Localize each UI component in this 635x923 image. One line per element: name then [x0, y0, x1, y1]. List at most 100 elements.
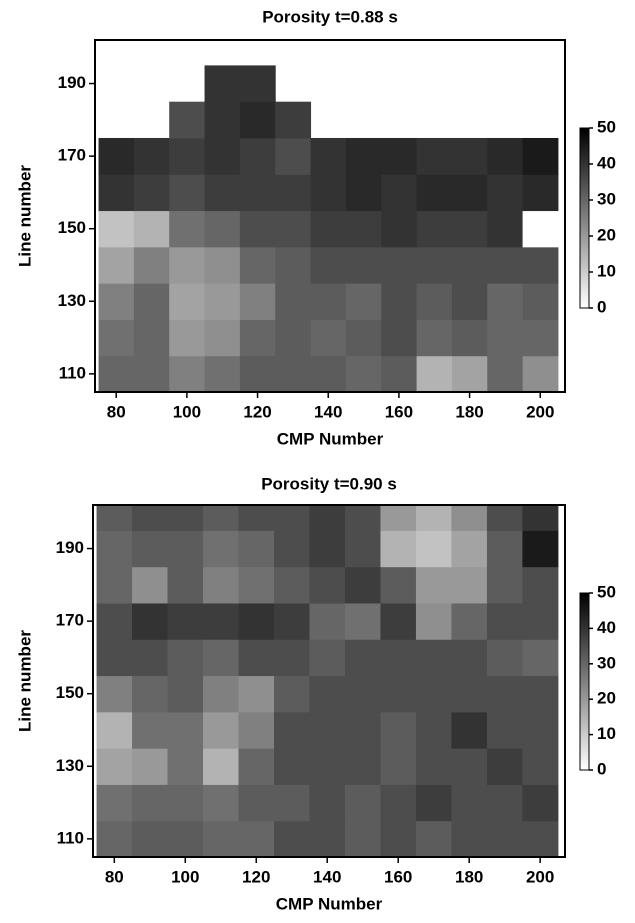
- heatmap-cell: [486, 505, 523, 531]
- heatmap-cell: [309, 602, 346, 640]
- heatmap-cell: [204, 101, 241, 139]
- heatmap-cell: [451, 820, 488, 857]
- heatmap-cell: [344, 820, 381, 857]
- x-tick-label: 120: [242, 867, 270, 886]
- heatmap-cell: [273, 784, 310, 822]
- heatmap-cell: [132, 784, 169, 822]
- heatmap-cell: [522, 283, 559, 320]
- heatmap-cell: [238, 505, 275, 531]
- heatmap-cell: [167, 711, 204, 749]
- heatmap-cell: [344, 784, 381, 822]
- x-tick-label: 140: [314, 402, 342, 421]
- heatmap-cell: [98, 246, 135, 284]
- heatmap-cell: [522, 748, 559, 785]
- heatmap-cell: [133, 283, 170, 320]
- heatmap-cell: [522, 530, 559, 568]
- heatmap-cell: [169, 137, 206, 175]
- heatmap-cell: [522, 355, 559, 392]
- heatmap-cell: [416, 137, 453, 175]
- heatmap-cell: [310, 355, 347, 392]
- heatmap-cell: [167, 820, 204, 857]
- heatmap-cell: [451, 711, 488, 749]
- heatmap-cell: [451, 602, 488, 640]
- heatmap-cell: [380, 748, 417, 785]
- heatmap-cell: [96, 505, 133, 531]
- heatmap-cell: [204, 137, 241, 175]
- heatmap-cell: [203, 820, 240, 857]
- colorbar-tick-label: 0: [597, 759, 606, 778]
- heatmap-cell: [486, 639, 523, 677]
- heatmap-cell: [381, 283, 418, 320]
- heatmap-cell: [98, 210, 135, 248]
- x-axis-label: CMP Number: [276, 894, 383, 913]
- heatmap-cell: [238, 675, 275, 713]
- colorbar-tick-label: 50: [597, 582, 616, 601]
- heatmap-cell: [309, 711, 346, 749]
- heatmap-cell: [96, 639, 133, 677]
- heatmap-cell: [204, 283, 241, 320]
- x-tick-label: 100: [173, 402, 201, 421]
- heatmap-cell: [96, 748, 133, 785]
- heatmap-cell: [415, 602, 452, 640]
- plot-frame: [94, 39, 566, 393]
- x-tick-label: 180: [455, 402, 483, 421]
- heatmap-cell: [344, 566, 381, 604]
- heatmap-cell: [275, 210, 312, 248]
- heatmap-cell: [380, 784, 417, 822]
- colorbar-tick-label: 30: [597, 653, 616, 672]
- heatmap-cell: [451, 784, 488, 822]
- heatmap-cell: [345, 355, 382, 392]
- heatmap-cell: [203, 530, 240, 568]
- heatmap-cell: [487, 246, 524, 284]
- heatmap-cell: [345, 246, 382, 284]
- heatmap-cell: [203, 784, 240, 822]
- x-tick-label: 200: [526, 867, 554, 886]
- heatmap-cell: [239, 174, 276, 212]
- colorbar-tick-label: 40: [597, 153, 616, 172]
- heatmap-cell: [203, 748, 240, 785]
- heatmap-cell: [416, 210, 453, 248]
- heatmap-cell: [98, 355, 135, 392]
- heatmap-cell: [204, 319, 241, 357]
- y-axis-label: Line number: [15, 630, 34, 732]
- y-tick-label: 110: [59, 363, 86, 382]
- heatmap-cell: [381, 319, 418, 357]
- heatmap-cell: [167, 784, 204, 822]
- heatmap-cell: [309, 530, 346, 568]
- heatmap-cell: [522, 675, 559, 713]
- heatmap-cell: [380, 566, 417, 604]
- colorbar-tick-label: 50: [597, 117, 616, 136]
- heatmap-cell: [238, 530, 275, 568]
- heatmap-cell: [133, 174, 170, 212]
- heatmap-cell: [309, 639, 346, 677]
- x-tick-label: 80: [107, 402, 126, 421]
- heatmap-cell: [487, 283, 524, 320]
- colorbar: [579, 127, 590, 309]
- heatmap-cell: [380, 505, 417, 531]
- heatmap-cell: [239, 283, 276, 320]
- heatmap-cell: [275, 246, 312, 284]
- heatmap-cell: [487, 319, 524, 357]
- heatmap-cell: [169, 355, 206, 392]
- colorbar-tick-label: 20: [597, 689, 616, 708]
- y-tick-label: 190: [56, 538, 84, 557]
- heatmap-cell: [167, 675, 204, 713]
- colorbar-tick-label: 0: [597, 297, 606, 316]
- heatmap-cell: [416, 355, 453, 392]
- heatmap-cell: [132, 748, 169, 785]
- heatmap-cell: [522, 137, 559, 175]
- y-tick-label: 130: [58, 291, 86, 310]
- y-tick-label: 130: [56, 756, 84, 775]
- heatmap-cell: [345, 137, 382, 175]
- heatmap-cell: [486, 602, 523, 640]
- heatmap-cell: [451, 530, 488, 568]
- y-tick-label: 110: [57, 828, 84, 847]
- heatmap-cell: [167, 505, 204, 531]
- heatmap-cell: [487, 210, 524, 248]
- heatmap-cell: [273, 711, 310, 749]
- heatmap-cell: [416, 246, 453, 284]
- heatmap-cell: [345, 319, 382, 357]
- colorbar-tick-label: 10: [597, 261, 616, 280]
- heatmap-cell: [132, 602, 169, 640]
- heatmap-cell: [380, 530, 417, 568]
